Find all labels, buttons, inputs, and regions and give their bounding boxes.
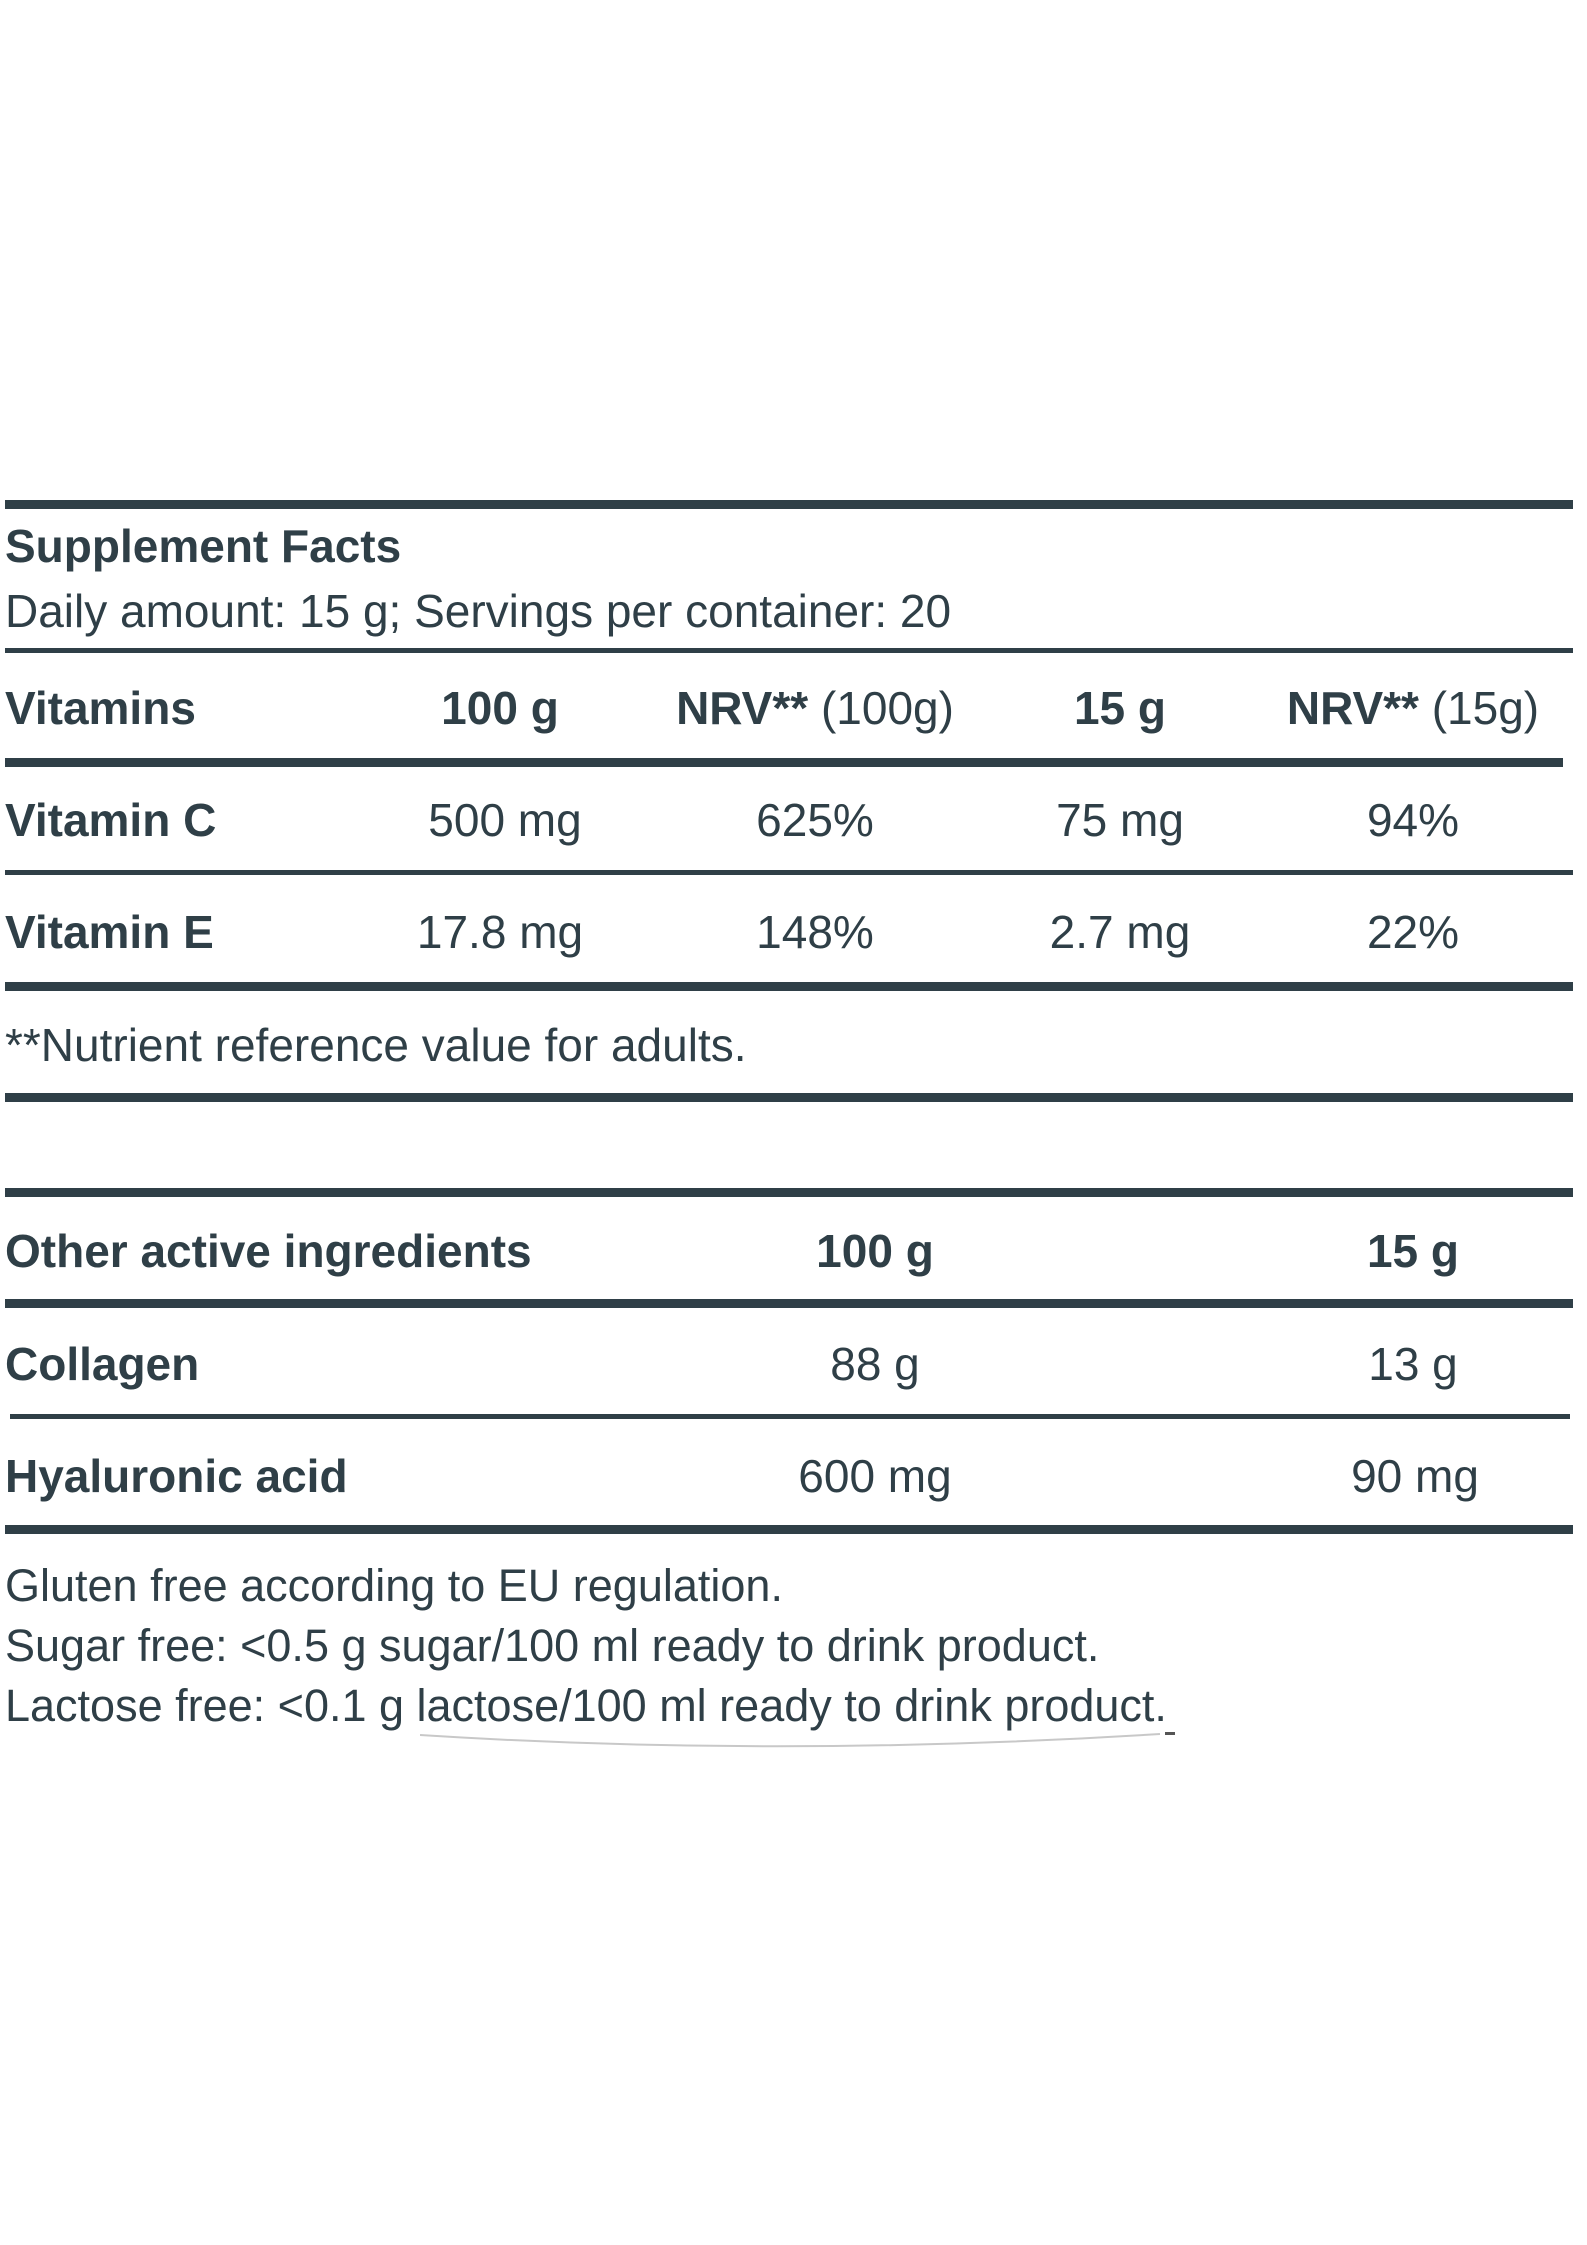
other-header-per15: 15 g [1366, 1225, 1460, 1277]
row-name: Vitamin C [5, 794, 217, 846]
row-nrv15: 94% [1366, 794, 1460, 846]
row-per100: 17.8 mg [416, 906, 584, 958]
other-header-per100: 100 g [816, 1225, 934, 1277]
row-per15: 75 mg [1056, 794, 1184, 846]
nrv15-unit: (15g) [1431, 682, 1540, 734]
top-rule [5, 500, 1573, 509]
row-nrv100: 625% [756, 794, 874, 846]
row-name: Collagen [5, 1338, 200, 1390]
row-per15: 2.7 mg [1049, 906, 1191, 958]
panel-subtitle: Daily amount: 15 g; Servings per contain… [5, 585, 952, 637]
panel-title: Supplement Facts [5, 520, 402, 572]
row-per100: 88 g [830, 1338, 920, 1390]
row-name: Vitamin E [5, 906, 214, 958]
footnote-rule [5, 1093, 1573, 1102]
header-rule [5, 648, 1573, 653]
vitamins-header-name: Vitamins [5, 682, 196, 734]
footnote: **Nutrient reference value for adults. [5, 1019, 747, 1071]
other-header-rule [5, 1299, 1573, 1308]
sugar-statement: Sugar free: <0.5 g sugar/100 ml ready to… [5, 1620, 1100, 1671]
lactose-statement: Lactose free: <0.1 g lactose/100 ml read… [5, 1680, 1167, 1731]
row-per100: 500 mg [428, 794, 582, 846]
nrv15-label: NRV** [1286, 682, 1419, 734]
faint-artifact-line [420, 1732, 1175, 1748]
row-nrv15: 22% [1366, 906, 1460, 958]
gluten-statement: Gluten free according to EU regulation. [5, 1560, 783, 1611]
vitamins-header-per15: 15 g [1073, 682, 1167, 734]
row-nrv100: 148% [756, 906, 874, 958]
row-per15: 13 g [1368, 1338, 1458, 1390]
vitamins-header-rule [5, 758, 1563, 767]
row-per15: 90 mg [1351, 1450, 1479, 1502]
vitamins-header-per100: 100 g [441, 682, 559, 734]
other-top-rule [5, 1188, 1573, 1197]
row-divider [10, 1414, 1570, 1419]
nrv100-unit: (100g) [820, 682, 954, 734]
other-header-name: Other active ingredients [5, 1225, 532, 1277]
vitamins-header-nrv100: NRV** (100g) [676, 685, 954, 731]
other-bottom-rule [5, 1525, 1573, 1534]
vitamins-header-nrv15: NRV** (15g) [1287, 685, 1539, 731]
nrv100-label: NRV** [676, 682, 809, 734]
row-name: Hyaluronic acid [5, 1450, 348, 1502]
row-per100: 600 mg [798, 1450, 952, 1502]
vitamins-bottom-rule [5, 982, 1573, 991]
row-divider [5, 870, 1573, 875]
